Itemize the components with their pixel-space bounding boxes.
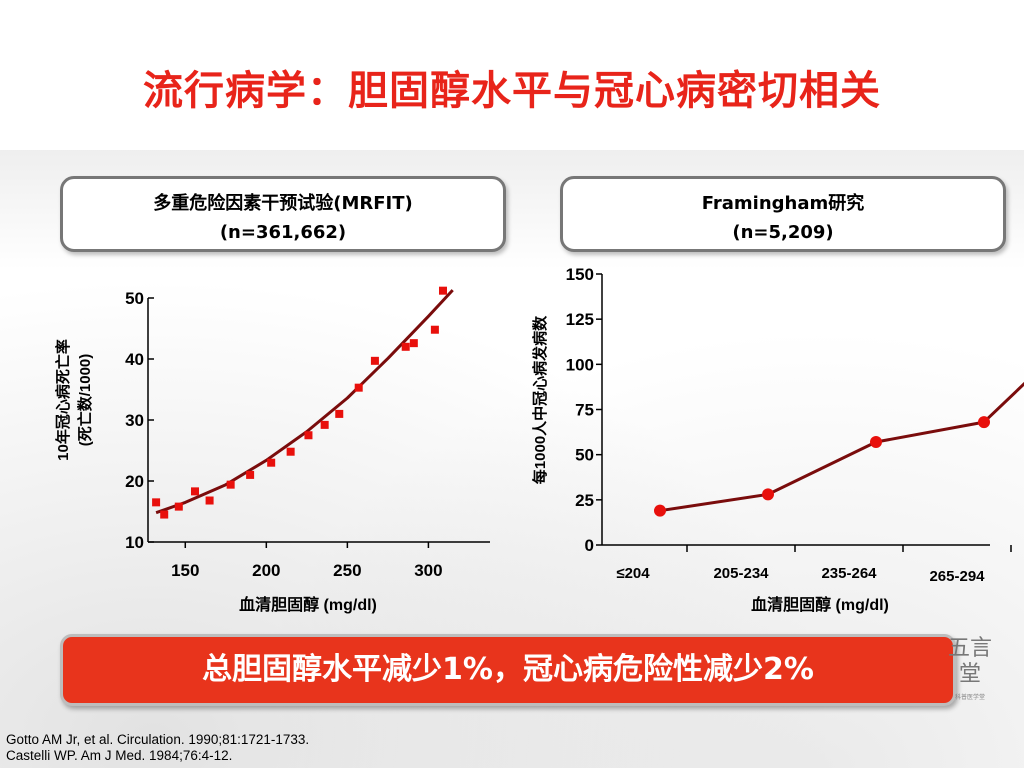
left-y-axis-label-line1: 10年冠心病死亡率	[54, 339, 72, 461]
left-y-tick-label: 10	[125, 533, 144, 552]
logo-subtitle: 科普医学堂	[954, 694, 985, 701]
mrfit-mortality-chart: 10年冠心病死亡率 (死亡数/1000) 血清胆固醇 (mg/dl) 10 20 3…	[54, 286, 490, 614]
reference-1: Gotto AM Jr, et al. Circulation. 1990;81…	[6, 732, 310, 747]
left-y-tick-label: 20	[125, 472, 144, 491]
left-data-point	[205, 496, 214, 505]
right-y-tick-label: 150	[566, 265, 594, 284]
mrfit-study-name: 多重危险因素干预试验(MRFIT)	[153, 193, 413, 214]
framingham-study-box: Framingham研究 (n=5,209)	[560, 176, 1006, 252]
right-y-axis-label: 每1000人中冠心病发病数	[531, 315, 549, 484]
left-x-axis-label: 血清胆固醇 (mg/dl)	[239, 595, 377, 614]
right-data-point	[870, 436, 882, 449]
right-data-point	[762, 488, 774, 501]
takeaway-banner: 总胆固醇水平减少1%，冠心病危险性减少2%	[60, 634, 956, 706]
framingham-incidence-chart: 每1000人中冠心病发病数 血清胆固醇 (mg/dl) 0 25 50 75 100 12…	[531, 265, 1024, 614]
publisher-logo: 五言堂 科普医学堂	[940, 636, 1000, 736]
left-data-point	[246, 470, 255, 479]
left-data-point	[401, 342, 410, 351]
mrfit-study-box: 多重危险因素干预试验(MRFIT) (n=361,662)	[60, 176, 506, 252]
right-x-category-label: 265-294	[929, 568, 985, 585]
left-data-point	[438, 286, 447, 295]
left-data-point	[304, 431, 313, 440]
left-data-point	[152, 498, 161, 507]
right-x-category-label: ≤204	[616, 565, 650, 582]
left-data-point	[370, 356, 379, 365]
right-x-category-label: 205-234	[713, 565, 769, 582]
left-data-point	[160, 510, 169, 519]
left-y-tick-label: 30	[125, 411, 144, 430]
mrfit-sample-size: (n=361,662)	[219, 222, 347, 243]
framingham-study-name: Framingham研究	[701, 193, 865, 214]
right-x-axis-label: 血清胆固醇 (mg/dl)	[751, 595, 889, 614]
left-fit-curve	[155, 289, 454, 515]
reference-2: Castelli WP. Am J Med. 1984;76:4-12.	[6, 748, 233, 763]
left-x-tick-label: 200	[252, 561, 280, 580]
left-y-tick-label: 40	[125, 350, 144, 369]
references: Gotto AM Jr, et al. Circulation. 1990;81…	[6, 732, 309, 764]
left-x-tick-label: 250	[333, 561, 361, 580]
right-y-tick-label: 125	[566, 310, 594, 329]
right-y-tick-label: 50	[575, 446, 594, 465]
slide-title: 流行病学：胆固醇水平与冠心病密切相关	[143, 68, 881, 114]
left-y-axis-label-line2: (死亡数/1000)	[76, 354, 94, 447]
right-y-tick-label: 100	[566, 355, 594, 374]
left-data-point	[286, 447, 295, 456]
right-series-line	[659, 381, 1024, 513]
left-data-point	[320, 420, 329, 429]
left-data-point	[191, 487, 200, 496]
left-data-point	[354, 383, 363, 392]
left-data-point	[409, 339, 418, 348]
left-data-point	[335, 409, 344, 418]
left-x-tick-label: 150	[171, 561, 199, 580]
right-y-tick-label: 25	[575, 491, 594, 510]
left-data-point	[226, 480, 235, 489]
framingham-sample-size: (n=5,209)	[732, 222, 834, 243]
left-data-point	[267, 458, 276, 467]
right-y-tick-label: 0	[585, 536, 594, 555]
right-data-point	[654, 504, 666, 517]
right-y-tick-label: 75	[575, 401, 594, 420]
left-data-point	[430, 325, 439, 334]
left-y-tick-label: 50	[125, 289, 144, 308]
logo-mark: 五言堂	[947, 636, 992, 687]
left-data-point	[174, 502, 183, 511]
right-x-category-label: 235-264	[821, 565, 877, 582]
right-data-point	[978, 416, 990, 429]
left-x-tick-label: 300	[414, 561, 442, 580]
